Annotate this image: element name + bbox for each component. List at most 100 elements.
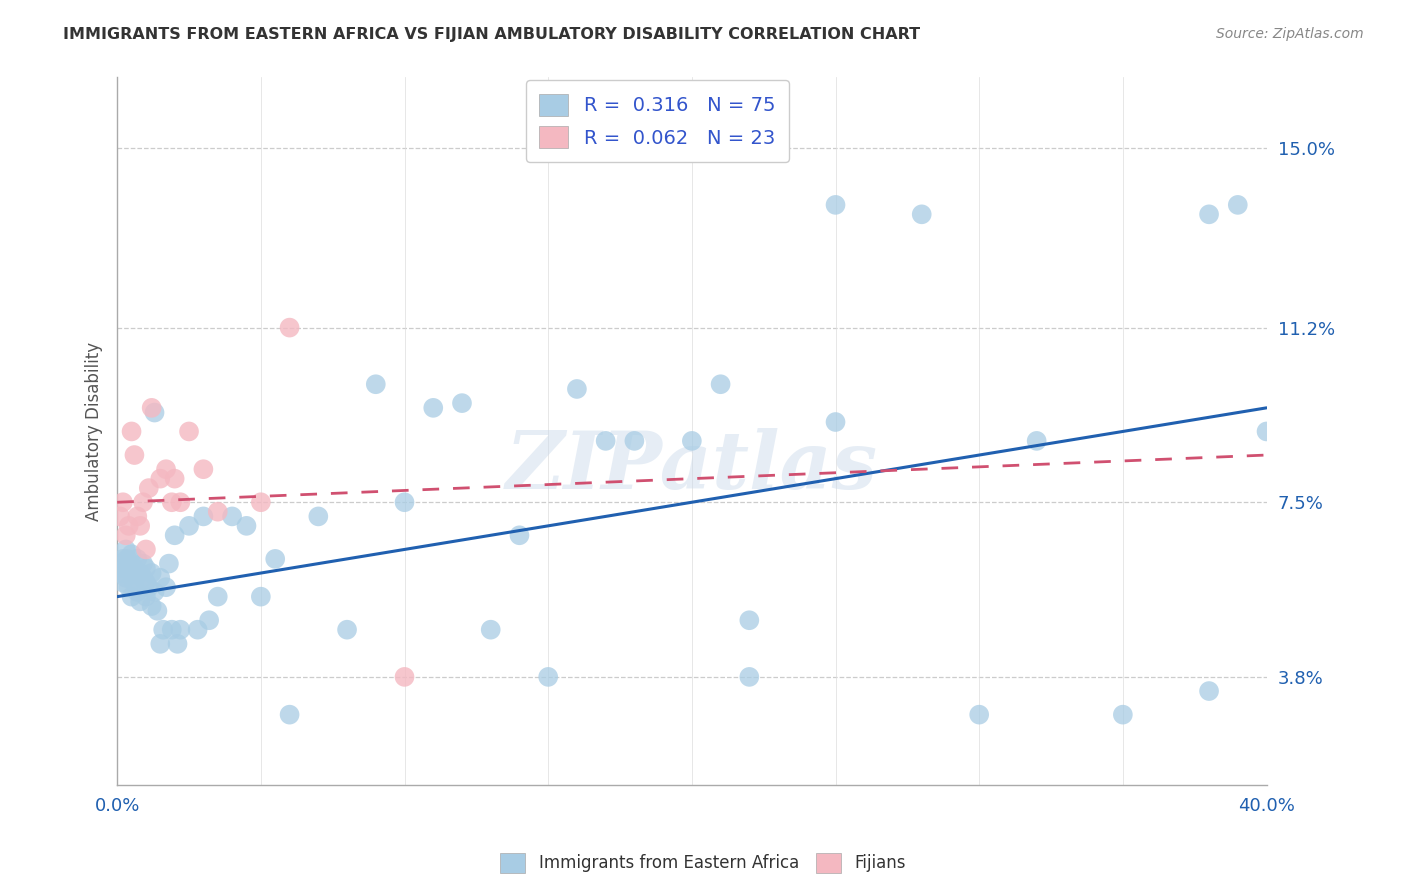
Point xyxy=(508,528,530,542)
Point xyxy=(160,495,183,509)
Point xyxy=(127,509,149,524)
Point xyxy=(132,495,155,509)
Point xyxy=(911,207,934,221)
Point xyxy=(169,495,191,509)
Point xyxy=(1112,707,1135,722)
Point xyxy=(124,575,146,590)
Point xyxy=(738,613,761,627)
Point xyxy=(138,580,160,594)
Point xyxy=(135,542,157,557)
Point xyxy=(710,377,733,392)
Text: IMMIGRANTS FROM EASTERN AFRICA VS FIJIAN AMBULATORY DISABILITY CORRELATION CHART: IMMIGRANTS FROM EASTERN AFRICA VS FIJIAN… xyxy=(63,27,921,42)
Point xyxy=(143,406,166,420)
Point xyxy=(1198,207,1220,221)
Point xyxy=(127,552,149,566)
Point xyxy=(108,557,131,571)
Point xyxy=(152,623,174,637)
Point xyxy=(394,670,416,684)
Point xyxy=(278,707,301,722)
Point xyxy=(250,590,273,604)
Point xyxy=(160,623,183,637)
Legend: Immigrants from Eastern Africa, Fijians: Immigrants from Eastern Africa, Fijians xyxy=(494,847,912,880)
Point xyxy=(149,637,172,651)
Point xyxy=(595,434,617,448)
Point xyxy=(250,495,273,509)
Point xyxy=(135,590,157,604)
Point xyxy=(132,557,155,571)
Point xyxy=(121,425,143,439)
Point xyxy=(177,425,200,439)
Point xyxy=(207,505,229,519)
Point xyxy=(198,613,221,627)
Point xyxy=(307,509,329,524)
Point xyxy=(681,434,703,448)
Point xyxy=(1256,425,1278,439)
Point xyxy=(537,670,560,684)
Point xyxy=(135,561,157,575)
Point xyxy=(163,472,186,486)
Point xyxy=(967,707,990,722)
Point xyxy=(336,623,359,637)
Point xyxy=(146,604,169,618)
Point xyxy=(824,198,846,212)
Point xyxy=(1025,434,1047,448)
Point xyxy=(394,495,416,509)
Point xyxy=(141,566,163,580)
Point xyxy=(169,623,191,637)
Point xyxy=(166,637,188,651)
Text: Source: ZipAtlas.com: Source: ZipAtlas.com xyxy=(1216,27,1364,41)
Y-axis label: Ambulatory Disability: Ambulatory Disability xyxy=(86,342,103,521)
Point xyxy=(155,462,177,476)
Point xyxy=(141,401,163,415)
Point xyxy=(364,377,387,392)
Point xyxy=(111,552,134,566)
Point xyxy=(124,561,146,575)
Point xyxy=(149,571,172,585)
Point xyxy=(124,448,146,462)
Point xyxy=(623,434,645,448)
Point xyxy=(155,580,177,594)
Point xyxy=(129,594,152,608)
Point xyxy=(451,396,474,410)
Point xyxy=(163,528,186,542)
Point xyxy=(121,590,143,604)
Point xyxy=(114,571,136,585)
Point xyxy=(111,495,134,509)
Point xyxy=(117,552,139,566)
Point xyxy=(121,566,143,580)
Point xyxy=(114,542,136,557)
Point xyxy=(824,415,846,429)
Point xyxy=(141,599,163,613)
Point xyxy=(193,509,215,524)
Text: ZIPatlas: ZIPatlas xyxy=(506,428,877,506)
Point xyxy=(422,401,444,415)
Point xyxy=(1198,684,1220,698)
Point xyxy=(132,571,155,585)
Point xyxy=(738,670,761,684)
Point xyxy=(135,575,157,590)
Point xyxy=(565,382,588,396)
Point xyxy=(121,547,143,561)
Point xyxy=(118,557,141,571)
Point xyxy=(264,552,287,566)
Point xyxy=(114,528,136,542)
Point xyxy=(187,623,209,637)
Point xyxy=(1226,198,1249,212)
Point xyxy=(177,519,200,533)
Point xyxy=(129,566,152,580)
Point xyxy=(235,519,257,533)
Point xyxy=(111,575,134,590)
Point xyxy=(138,481,160,495)
Point xyxy=(479,623,502,637)
Point xyxy=(157,557,180,571)
Point xyxy=(278,320,301,334)
Point xyxy=(118,580,141,594)
Point xyxy=(112,561,135,575)
Point xyxy=(193,462,215,476)
Point xyxy=(108,509,131,524)
Point xyxy=(129,519,152,533)
Point xyxy=(127,585,149,599)
Point xyxy=(118,519,141,533)
Point xyxy=(149,472,172,486)
Legend: R =  0.316   N = 75, R =  0.062   N = 23: R = 0.316 N = 75, R = 0.062 N = 23 xyxy=(526,80,789,162)
